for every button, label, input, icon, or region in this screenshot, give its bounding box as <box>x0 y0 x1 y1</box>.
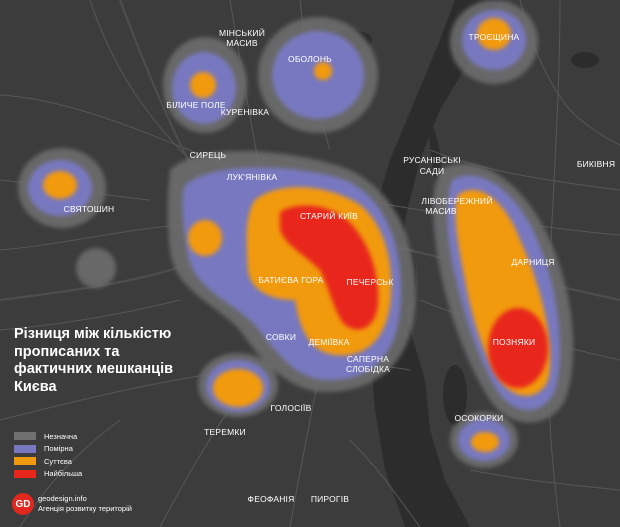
label-livoberezhnyi-masyv: ЛІВОБЕРЕЖНИЙ <box>421 195 492 206</box>
map-title: Різниця між кількістю прописаних та факт… <box>14 326 174 395</box>
brand-text: geodesign.info Агенція розвитку територі… <box>38 494 132 514</box>
legend-item-significant: Суттєва <box>14 455 82 468</box>
legend-swatch-low <box>14 432 36 441</box>
label-pechersk: ПЕЧЕРСЬК <box>347 277 394 287</box>
label-kurenivka: КУРЕНІВКА <box>221 107 270 117</box>
label-saperna-slobidka-2: СЛОБІДКА <box>346 364 390 374</box>
label-bilychepole: БІЛИЧЕ ПОЛЕ <box>166 100 226 110</box>
label-osokorky: ОСОКОРКИ <box>455 413 504 423</box>
label-rusanivski-sady-2: САДИ <box>420 166 445 176</box>
legend-label-moderate: Помірна <box>44 444 73 454</box>
level-highest-band <box>280 205 548 388</box>
district-labels: МІНСЬКИЙ МАСИВ ОБОЛОНЬ ТРОЄЩИНА БІЛИЧЕ П… <box>64 27 615 504</box>
legend-swatch-moderate <box>14 444 36 453</box>
legend-label-significant: Суттєва <box>44 456 72 466</box>
label-teremky: ТЕРЕМКИ <box>204 427 246 437</box>
legend-item-moderate: Помірна <box>14 443 82 456</box>
label-rusanivski-sady: РУСАНІВСЬКІ <box>403 155 461 165</box>
label-darnytsia: ДАРНИЦЯ <box>511 257 554 267</box>
label-pozniaky: ПОЗНЯКИ <box>493 337 536 347</box>
legend-swatch-significant <box>14 457 36 466</box>
label-holosiiv: ГОЛОСІЇВ <box>271 403 312 413</box>
label-minskyi-masyv-2: МАСИВ <box>226 38 258 48</box>
label-saperna-slobidka: САПЕРНА <box>347 354 389 364</box>
label-pyrohiv: ПИРОГІВ <box>311 494 349 504</box>
legend-label-highest: Найбільша <box>44 469 83 479</box>
label-troieshchyna: ТРОЄЩИНА <box>469 32 520 42</box>
label-lukianivka: ЛУК'ЯНІВКА <box>227 172 278 182</box>
label-sovky: СОВКИ <box>266 332 296 342</box>
brand-site[interactable]: geodesign.info <box>38 494 87 503</box>
label-sviatoshyn: СВЯТОШИН <box>64 204 115 214</box>
map-legend: Незначна Помірна Суттєва Найбільша <box>14 430 82 480</box>
label-livoberezhnyi-masyv-2: МАСИВ <box>425 206 457 216</box>
label-obolon: ОБОЛОНЬ <box>288 54 332 64</box>
legend-swatch-highest <box>14 469 36 478</box>
label-feofaniia: ФЕОФАНІЯ <box>248 494 295 504</box>
legend-item-highest: Найбільша <box>14 468 82 481</box>
label-batyieva-hora: БАТИЄВА ГОРА <box>258 275 323 285</box>
label-bykivnia: БИКІВНЯ <box>577 159 615 169</box>
brand-tagline: Агенція розвитку територій <box>38 504 132 513</box>
legend-item-low: Незначна <box>14 430 82 443</box>
label-minskyi-masyv: МІНСЬКИЙ <box>219 27 265 38</box>
geodesign-logo: GD <box>12 493 34 515</box>
label-staryi-kyiv: СТАРИЙ КИЇВ <box>300 210 358 221</box>
brand-block: GD geodesign.info Агенція розвитку терит… <box>12 493 132 515</box>
label-demiivka: ДЕМІЇВКА <box>308 337 349 347</box>
label-syrets: СИРЕЦЬ <box>190 150 227 160</box>
legend-label-low: Незначна <box>44 431 78 441</box>
